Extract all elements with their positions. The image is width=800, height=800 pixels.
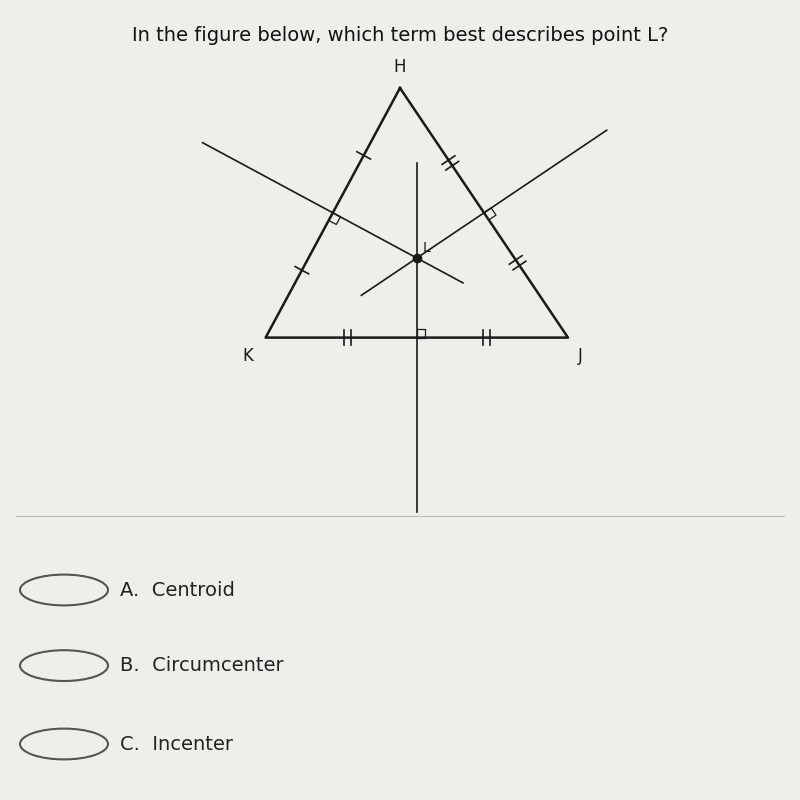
- Text: L: L: [422, 242, 430, 255]
- Text: B.  Circumcenter: B. Circumcenter: [120, 656, 284, 675]
- Text: A.  Centroid: A. Centroid: [120, 581, 235, 599]
- Text: K: K: [242, 347, 254, 365]
- Text: In the figure below, which term best describes point L?: In the figure below, which term best des…: [132, 26, 668, 45]
- Text: H: H: [394, 58, 406, 76]
- Text: C.  Incenter: C. Incenter: [120, 734, 233, 754]
- Text: J: J: [578, 347, 582, 365]
